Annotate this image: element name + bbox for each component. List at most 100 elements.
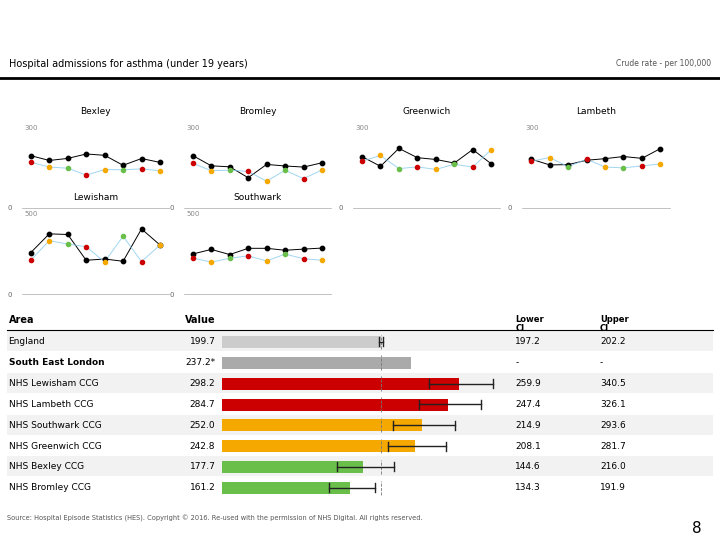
Point [526, 155, 537, 164]
Point [62, 240, 73, 248]
Text: 161.2: 161.2 [189, 483, 215, 492]
Point [279, 161, 291, 170]
Text: 134.3: 134.3 [516, 483, 541, 492]
Text: 8: 8 [693, 521, 702, 536]
Point [154, 166, 166, 175]
Point [412, 163, 423, 171]
Text: 214.9: 214.9 [516, 421, 541, 430]
Text: NHS Bexley CCG: NHS Bexley CCG [9, 462, 84, 471]
Point [224, 250, 235, 259]
Point [261, 244, 272, 253]
Point [430, 165, 441, 174]
Point [636, 161, 648, 170]
Point [562, 160, 574, 169]
Point [449, 160, 460, 168]
Bar [7, 415, 713, 435]
Text: 199.7: 199.7 [189, 338, 215, 346]
Point [279, 246, 291, 254]
Point [187, 159, 199, 167]
Point [562, 163, 574, 171]
Text: 300: 300 [186, 125, 200, 131]
Point [187, 254, 199, 262]
Point [154, 158, 166, 167]
Point [136, 225, 148, 233]
Point [136, 257, 148, 266]
Text: Upper
CI: Upper CI [600, 315, 629, 333]
Point [25, 248, 37, 257]
Point [205, 258, 217, 266]
Text: NHS Greenwich CCG: NHS Greenwich CCG [9, 442, 102, 450]
Point [356, 157, 368, 165]
Point [412, 153, 423, 162]
Text: Lambeth: Lambeth [576, 107, 616, 116]
Point [261, 177, 272, 185]
Point [449, 159, 460, 167]
Point [618, 164, 629, 172]
Point [243, 252, 254, 260]
Text: 300: 300 [356, 125, 369, 131]
Bar [7, 477, 713, 497]
Text: 177.7: 177.7 [189, 462, 215, 471]
Text: 216.0: 216.0 [600, 462, 626, 471]
Text: Source: Hospital Episode Statistics (HES). Copyright © 2016. Re-used with the pe: Source: Hospital Episode Statistics (HES… [7, 515, 423, 522]
Text: 197.2: 197.2 [516, 338, 541, 346]
Point [243, 167, 254, 176]
Text: 242.8: 242.8 [190, 442, 215, 450]
Point [99, 255, 110, 264]
Text: 500: 500 [186, 212, 200, 218]
Point [599, 154, 611, 163]
Text: 202.2: 202.2 [600, 338, 626, 346]
Point [117, 232, 129, 240]
Point [154, 241, 166, 249]
Text: 259.9: 259.9 [516, 379, 541, 388]
Point [224, 166, 235, 174]
Text: 191.9: 191.9 [600, 483, 626, 492]
Point [654, 144, 666, 153]
Point [117, 161, 129, 170]
Text: NHS Lewisham CCG: NHS Lewisham CCG [9, 379, 98, 388]
Point [279, 166, 291, 174]
Text: Lower
CI: Lower CI [516, 315, 544, 333]
Point [117, 257, 129, 266]
Point [393, 144, 405, 153]
Point [243, 173, 254, 182]
Point [485, 145, 497, 154]
Text: Southwark: Southwark [233, 193, 282, 202]
Point [81, 256, 92, 265]
Point [526, 157, 537, 166]
Bar [7, 436, 713, 455]
Text: 293.6: 293.6 [600, 421, 626, 430]
Point [136, 154, 148, 163]
Point [618, 152, 629, 161]
Text: SEL asthma data: SEL asthma data [9, 15, 207, 35]
Point [99, 151, 110, 160]
Text: 281.7: 281.7 [600, 442, 626, 450]
Point [374, 151, 386, 160]
Text: Value: Value [185, 315, 215, 325]
Point [430, 155, 441, 164]
Point [43, 237, 55, 245]
Text: England: England [9, 338, 45, 346]
Text: Crude rate - per 100,000: Crude rate - per 100,000 [616, 59, 711, 68]
Text: -: - [600, 358, 603, 367]
Point [467, 163, 479, 171]
Point [581, 156, 593, 165]
Bar [222, 399, 449, 410]
Text: 326.1: 326.1 [600, 400, 626, 409]
Point [25, 256, 37, 265]
Point [599, 163, 611, 171]
Bar [222, 420, 423, 431]
Point [279, 249, 291, 258]
Text: 300: 300 [525, 125, 539, 131]
Bar [222, 461, 364, 473]
Point [581, 155, 593, 164]
Text: Hospital admissions for asthma (under 19 years): Hospital admissions for asthma (under 19… [9, 59, 248, 69]
Bar [7, 456, 713, 476]
Point [99, 258, 110, 266]
Point [544, 153, 555, 162]
Point [136, 165, 148, 173]
Text: 340.5: 340.5 [600, 379, 626, 388]
Point [261, 256, 272, 265]
Point [99, 165, 110, 174]
Point [224, 254, 235, 262]
